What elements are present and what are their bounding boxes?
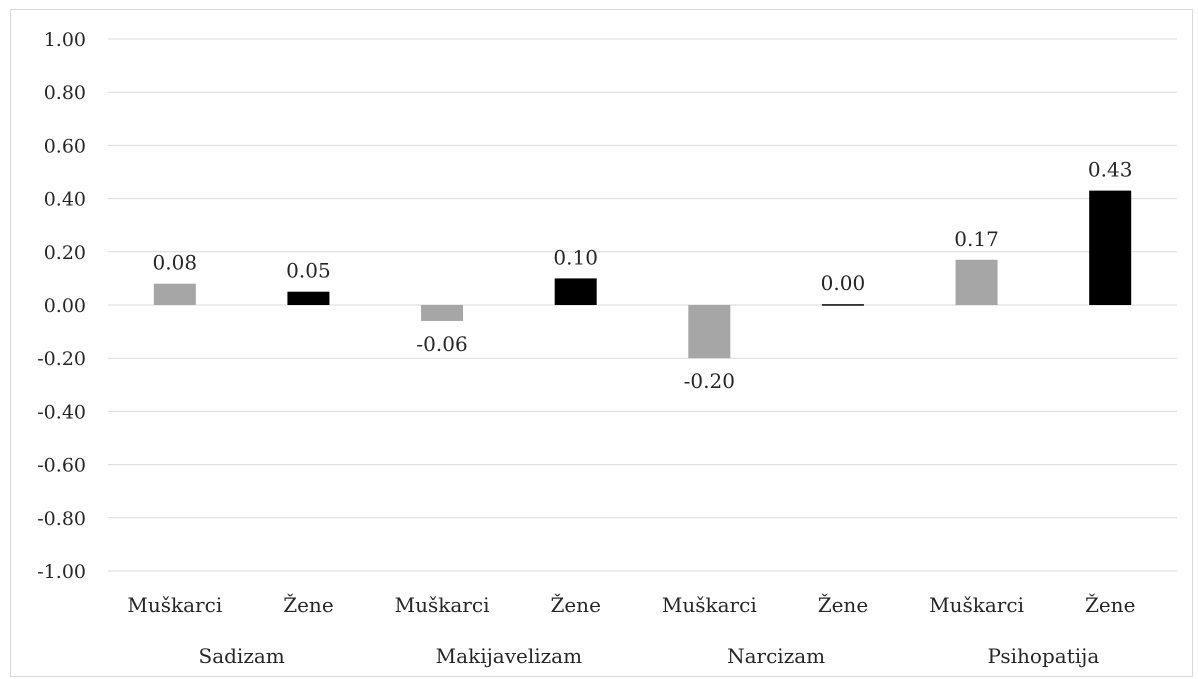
y-tick-label: -0.40 — [37, 401, 86, 423]
bar — [421, 305, 464, 321]
data-label: 0.05 — [286, 259, 331, 283]
data-label: -0.06 — [416, 332, 467, 356]
y-tick-label: 0.60 — [44, 135, 86, 157]
bar — [821, 304, 864, 306]
data-label: 0.10 — [553, 245, 598, 269]
data-label: 0.17 — [954, 227, 999, 251]
y-tick-label: 1.00 — [44, 29, 86, 51]
x-tick-label: Muškarci — [395, 593, 490, 617]
y-tick-label: -0.60 — [37, 455, 86, 477]
x-tick-label: Muškarci — [127, 593, 222, 617]
y-tick-label: -0.80 — [37, 508, 86, 530]
chart-frame — [10, 9, 1193, 677]
x-tick-label: Muškarci — [929, 593, 1024, 617]
bar — [688, 305, 731, 359]
y-tick-label: 0.40 — [44, 189, 86, 211]
x-tick-label: Žene — [818, 593, 868, 617]
x-group-label: Sadizam — [199, 644, 285, 668]
y-tick-label: 0.20 — [44, 242, 86, 264]
x-group-label: Psihopatija — [987, 644, 1099, 668]
bar — [1089, 190, 1132, 305]
y-tick-label: -1.00 — [37, 561, 86, 583]
data-label: 0.43 — [1088, 158, 1133, 182]
data-label: -0.20 — [684, 369, 735, 393]
y-tick-label: 0.80 — [44, 82, 86, 104]
x-tick-label: Žene — [283, 593, 333, 617]
x-tick-label: Žene — [550, 593, 600, 617]
x-group-label: Narcizam — [727, 644, 825, 668]
y-tick-label: -0.20 — [37, 348, 86, 370]
bar — [955, 259, 998, 305]
data-label: 0.08 — [153, 251, 198, 275]
x-tick-label: Žene — [1085, 593, 1135, 617]
y-tick-label: 0.00 — [44, 295, 86, 317]
x-tick-label: Muškarci — [662, 593, 757, 617]
x-group-label: Makijavelizam — [436, 644, 582, 668]
bar — [287, 291, 330, 305]
bar — [554, 278, 597, 305]
bar — [153, 283, 196, 305]
data-label: 0.00 — [821, 271, 866, 295]
